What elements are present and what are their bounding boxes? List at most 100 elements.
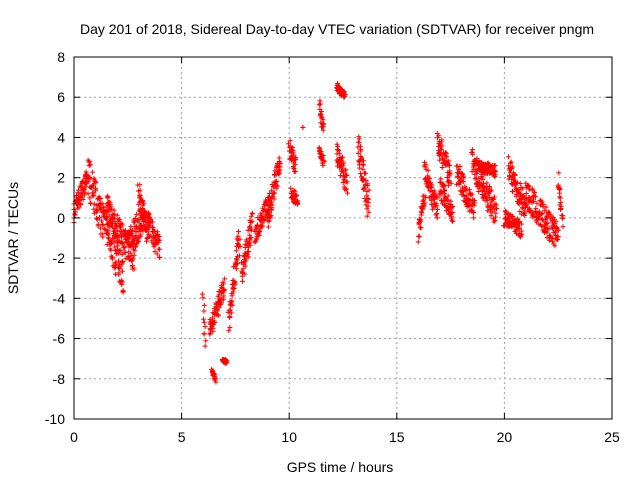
data-point	[213, 379, 219, 385]
x-axis-label: GPS time / hours	[287, 459, 394, 475]
data-point	[233, 248, 239, 254]
data-point	[439, 143, 445, 149]
data-point	[288, 185, 294, 191]
data-point	[458, 178, 464, 184]
data-point	[136, 202, 142, 208]
data-point	[137, 193, 143, 199]
data-point	[216, 304, 222, 310]
data-point	[455, 173, 461, 179]
data-point	[340, 163, 346, 169]
data-point	[445, 182, 451, 188]
data-point	[422, 159, 428, 165]
data-point	[248, 235, 254, 241]
data-point	[343, 186, 349, 192]
data-point	[294, 199, 300, 205]
data-point	[344, 179, 350, 185]
data-point	[450, 209, 456, 215]
data-point	[114, 212, 120, 218]
x-tick-label: 25	[604, 429, 620, 445]
data-point	[560, 224, 566, 230]
data-point	[459, 171, 465, 177]
data-point	[210, 315, 216, 321]
data-point	[523, 190, 529, 196]
data-point	[120, 287, 126, 293]
data-point	[344, 190, 350, 196]
data-point	[116, 217, 122, 223]
data-point	[135, 238, 141, 244]
data-point	[448, 180, 454, 186]
x-tick-label: 15	[389, 429, 405, 445]
data-point	[456, 166, 462, 172]
data-point	[229, 293, 235, 299]
data-point	[471, 215, 477, 221]
data-point	[116, 270, 122, 276]
data-point	[287, 138, 293, 144]
data-point	[343, 187, 349, 193]
y-tick-label: 6	[57, 89, 65, 105]
data-point	[277, 160, 283, 166]
y-tick-label: -2	[53, 250, 66, 266]
data-point	[239, 273, 245, 279]
data-point	[98, 218, 104, 224]
data-point	[285, 141, 291, 147]
data-point	[210, 325, 216, 331]
data-point	[120, 279, 126, 285]
data-point	[316, 102, 322, 108]
data-point	[254, 236, 260, 242]
data-point	[316, 145, 322, 151]
data-point	[152, 249, 158, 255]
data-point	[237, 236, 243, 242]
data-point	[93, 180, 99, 186]
data-point	[230, 289, 236, 295]
data-point	[249, 210, 255, 216]
data-point	[318, 109, 324, 115]
data-point	[557, 190, 563, 196]
data-point	[214, 304, 220, 310]
data-point	[110, 254, 116, 260]
data-point	[119, 260, 125, 266]
data-point	[231, 285, 237, 291]
data-point	[558, 199, 564, 205]
data-point	[201, 319, 207, 325]
data-point	[293, 192, 299, 198]
data-point	[129, 257, 135, 263]
data-point	[364, 193, 370, 199]
y-tick-label: -8	[53, 371, 66, 387]
data-point	[157, 246, 163, 252]
data-point	[273, 172, 279, 178]
data-point	[268, 207, 274, 213]
data-point	[78, 201, 84, 207]
data-point	[248, 213, 254, 219]
data-point	[88, 200, 94, 206]
data-point	[108, 247, 114, 253]
data-point	[252, 228, 258, 234]
data-point	[245, 254, 251, 260]
data-point	[447, 211, 453, 217]
data-point	[268, 213, 274, 219]
data-point	[343, 167, 349, 173]
data-point	[107, 224, 113, 230]
data-point	[276, 170, 282, 176]
data-point	[442, 150, 448, 156]
data-point	[201, 308, 207, 314]
data-points	[71, 80, 566, 385]
x-tick-label: 10	[281, 429, 297, 445]
data-point	[105, 195, 111, 201]
data-point	[86, 159, 92, 165]
data-point	[320, 127, 326, 133]
data-point	[233, 256, 239, 262]
data-point	[137, 187, 143, 193]
data-point	[431, 196, 437, 202]
data-point	[223, 358, 229, 364]
data-point	[240, 278, 246, 284]
data-point	[450, 218, 456, 224]
data-point	[85, 179, 91, 185]
data-point	[111, 207, 117, 213]
data-point	[425, 168, 431, 174]
data-point	[361, 185, 367, 191]
data-point	[256, 228, 262, 234]
data-point	[90, 169, 96, 175]
data-point	[97, 225, 103, 231]
data-point	[266, 195, 272, 201]
data-point	[90, 182, 96, 188]
